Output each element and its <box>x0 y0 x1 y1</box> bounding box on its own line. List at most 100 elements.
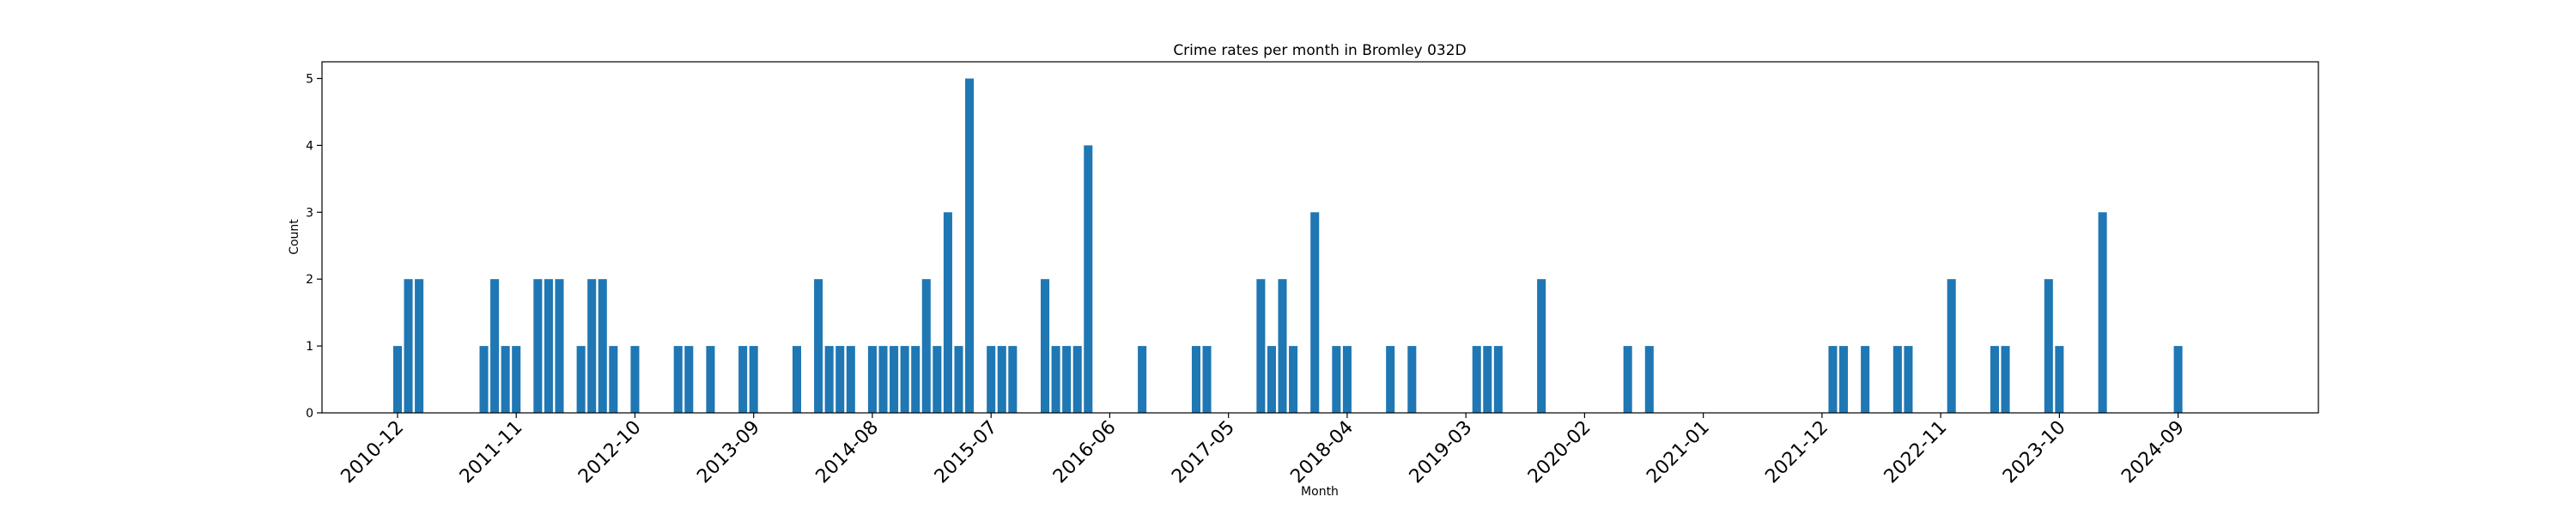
bar-2022-04 <box>1861 346 1870 413</box>
bar-2023-04 <box>1990 346 1999 413</box>
bar-2013-08 <box>738 346 748 413</box>
bar-2014-09 <box>878 346 888 413</box>
bar-2014-12 <box>911 346 920 413</box>
x-tick-label: 2019-03 <box>1406 417 1477 488</box>
bar-2013-03 <box>684 346 694 413</box>
bar-2014-10 <box>890 346 899 413</box>
bar-2024-02 <box>2098 212 2107 413</box>
bar-2011-01 <box>404 279 413 413</box>
bar-2018-03 <box>1332 346 1341 413</box>
x-tick-label: 2020-02 <box>1524 417 1595 488</box>
bar-2015-05 <box>965 78 975 413</box>
y-axis: 0 1 2 3 4 5 <box>306 72 322 421</box>
bar-2018-04 <box>1342 346 1352 413</box>
bar-2023-05 <box>2001 346 2010 413</box>
y-axis-label: Count <box>288 219 301 255</box>
y-tick-label: 2 <box>306 273 313 287</box>
y-tick-label: 4 <box>306 139 313 153</box>
x-tick-label: 2015-07 <box>931 417 1002 488</box>
bar-2015-09 <box>1008 346 1018 413</box>
bar-2022-02 <box>1839 346 1849 413</box>
x-tick-label: 2021-12 <box>1761 417 1832 488</box>
x-tick-label: 2016-06 <box>1049 417 1121 488</box>
x-tick-label: 2021-01 <box>1643 417 1714 488</box>
bar-2015-02 <box>933 346 942 413</box>
bar-2022-07 <box>1893 346 1902 413</box>
x-tick-label: 2022-11 <box>1880 417 1952 488</box>
bar-2020-08 <box>1644 346 1654 413</box>
bar-2022-12 <box>1947 279 1956 413</box>
y-tick-label: 1 <box>306 340 313 354</box>
bar-2017-11 <box>1289 346 1298 413</box>
plot-frame <box>321 61 2319 414</box>
y-tick-label: 3 <box>306 206 313 220</box>
x-tick-label: 2018-04 <box>1286 417 1358 488</box>
bar-2011-08 <box>479 346 489 413</box>
bar-2018-08 <box>1386 346 1395 413</box>
bar-2013-02 <box>673 346 683 413</box>
x-tick-label: 2023-10 <box>1999 417 2070 488</box>
bar-2012-01 <box>533 279 543 413</box>
bar-2014-03 <box>814 279 823 413</box>
bar-2017-10 <box>1278 279 1287 413</box>
x-tick-label: 2017-05 <box>1168 417 1239 488</box>
bar-2011-10 <box>501 346 510 413</box>
bar-2015-07 <box>987 346 996 413</box>
bar-2018-10 <box>1407 346 1417 413</box>
bar-2012-06 <box>587 279 597 413</box>
bar-2012-10 <box>630 346 640 413</box>
bar-2014-05 <box>835 346 845 413</box>
bar-2019-04 <box>1472 346 1481 413</box>
bar-2014-06 <box>846 346 855 413</box>
bar-2016-03 <box>1072 346 1082 413</box>
bars-group <box>392 78 2183 413</box>
bar-2017-03 <box>1202 346 1212 413</box>
x-tick-label: 2012-10 <box>574 417 646 488</box>
y-tick-label: 5 <box>306 72 313 86</box>
bar-2010-12 <box>392 346 402 413</box>
x-tick-label: 2024-09 <box>2117 417 2189 488</box>
bar-2011-09 <box>490 279 500 413</box>
y-tick-label: 0 <box>306 407 313 421</box>
bar-2012-05 <box>576 346 586 413</box>
bar-2011-11 <box>512 346 521 413</box>
x-axis-label: Month <box>1301 485 1339 499</box>
bar-2013-09 <box>749 346 758 413</box>
bar-2022-01 <box>1828 346 1838 413</box>
bar-2017-02 <box>1191 346 1200 413</box>
bar-2015-03 <box>943 212 952 413</box>
bar-2012-02 <box>544 279 553 413</box>
bar-2016-04 <box>1084 145 1093 413</box>
bar-2014-11 <box>900 346 909 413</box>
bar-2013-05 <box>706 346 715 413</box>
bar-2011-02 <box>415 279 424 413</box>
x-tick-label: 2011-11 <box>456 417 527 488</box>
bar-2016-01 <box>1051 346 1060 413</box>
bar-2014-04 <box>824 346 834 413</box>
bar-2014-01 <box>792 346 801 413</box>
bar-2017-09 <box>1267 346 1276 413</box>
bar-2012-08 <box>609 346 618 413</box>
bar-2015-04 <box>954 346 963 413</box>
x-axis: 2010-12 2011-11 2012-10 2013-09 2014-08 2015-… <box>337 413 2189 488</box>
bar-2015-08 <box>997 346 1006 413</box>
bar-2022-08 <box>1904 346 1913 413</box>
x-tick-label: 2010-12 <box>337 417 409 488</box>
bar-2016-09 <box>1138 346 1147 413</box>
bar-2019-10 <box>1537 279 1546 413</box>
bar-2019-05 <box>1483 346 1492 413</box>
bar-2019-06 <box>1493 346 1503 413</box>
bar-2023-10 <box>2055 346 2064 413</box>
bar-2018-01 <box>1310 212 1320 413</box>
x-tick-label: 2014-08 <box>812 417 884 488</box>
chart-title: Crime rates per month in Bromley 032D <box>1173 42 1466 59</box>
bar-2012-03 <box>555 279 564 413</box>
x-tick-label: 2013-09 <box>693 417 764 488</box>
bar-2020-06 <box>1623 346 1632 413</box>
bar-2012-07 <box>598 279 607 413</box>
bar-2014-08 <box>867 346 877 413</box>
bar-2023-09 <box>2044 279 2053 413</box>
bar-2016-02 <box>1062 346 1072 413</box>
bar-2024-09 <box>2173 346 2183 413</box>
